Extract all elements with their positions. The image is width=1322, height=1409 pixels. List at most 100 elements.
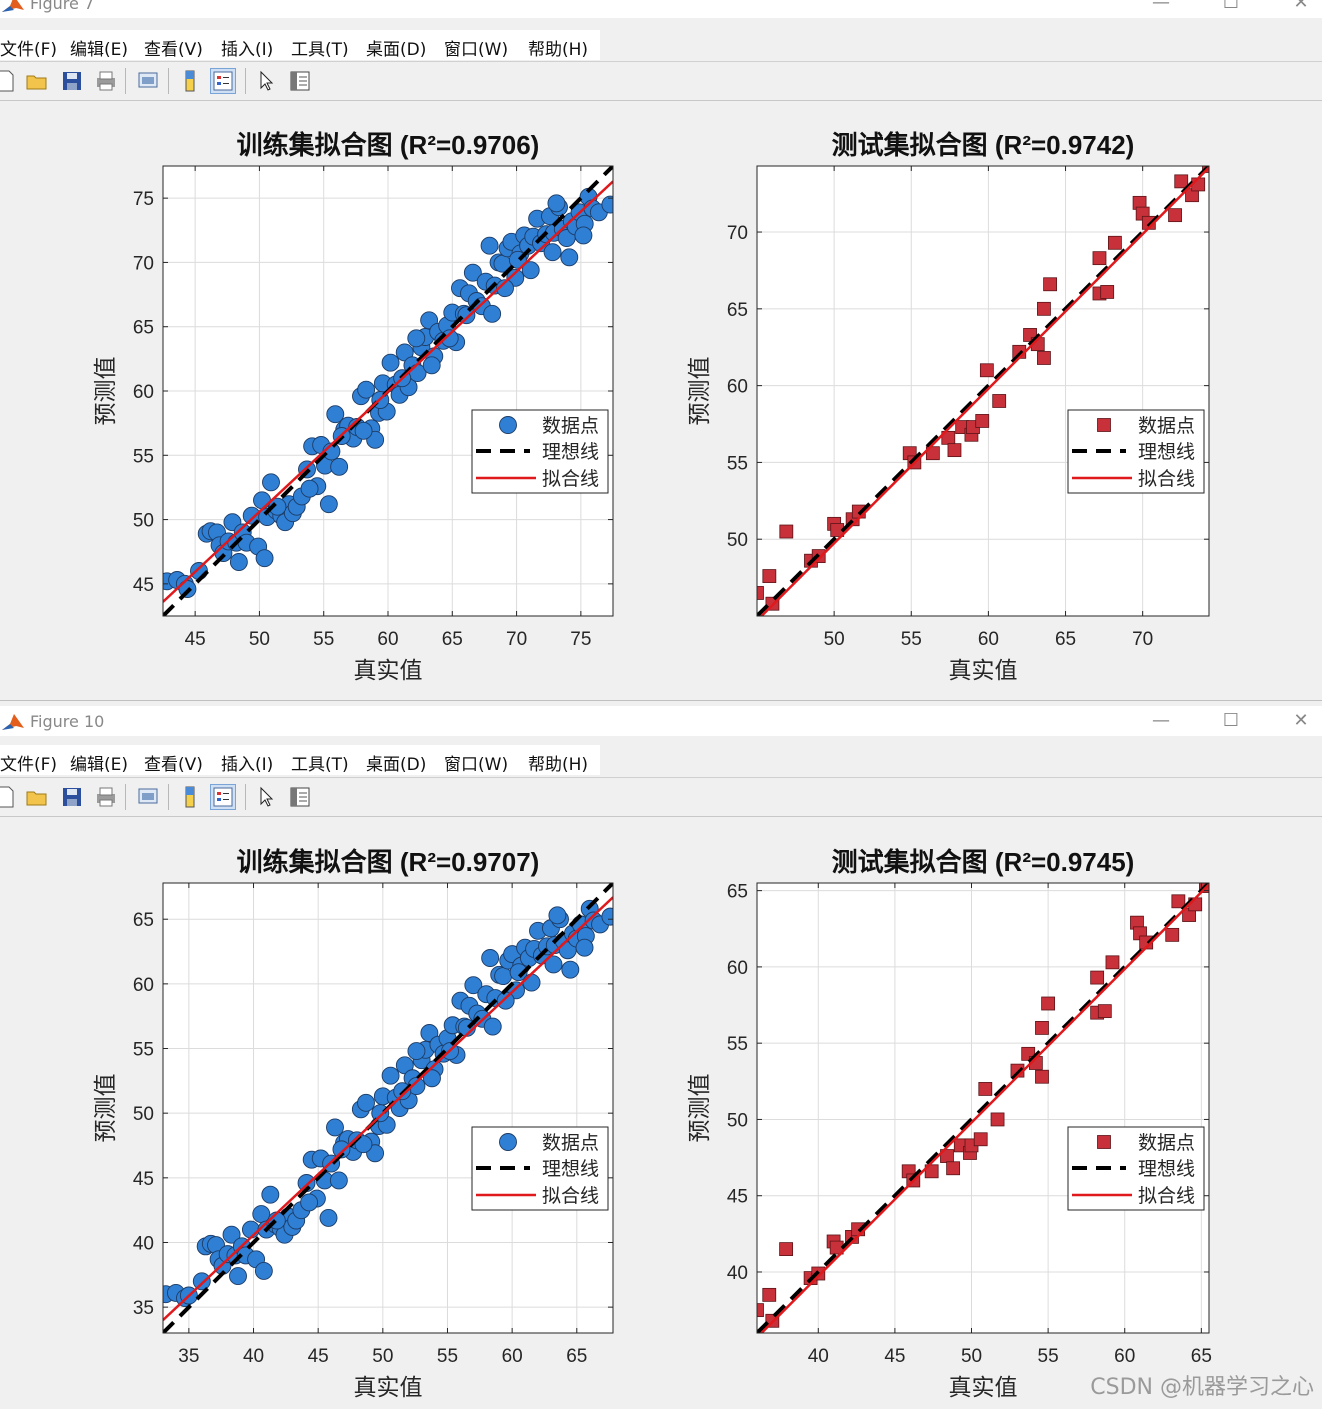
fit-line xyxy=(759,883,1209,1333)
menu-file[interactable]: 文件(F) xyxy=(0,755,58,775)
toolbar xyxy=(0,61,1322,101)
close-button[interactable]: ✕ xyxy=(1293,0,1309,13)
property-inspector-icon[interactable] xyxy=(288,69,312,93)
data-point xyxy=(779,524,794,539)
data-point xyxy=(483,304,502,323)
toolbar-separator xyxy=(245,68,246,94)
minimize-button[interactable]: — xyxy=(1152,710,1170,731)
menu-file[interactable]: 文件(F) xyxy=(0,40,58,60)
data-point xyxy=(1092,251,1107,266)
minimize-button[interactable]: — xyxy=(1152,0,1170,13)
data-point xyxy=(1107,235,1122,250)
legend-icon[interactable] xyxy=(210,784,236,810)
legend-marker-points xyxy=(499,1133,517,1151)
new-file-icon[interactable] xyxy=(0,785,18,809)
menu-insert[interactable]: 插入(I) xyxy=(221,755,274,775)
menu-insert[interactable]: 插入(I) xyxy=(221,40,274,60)
x-tick-label: 60 xyxy=(502,1346,523,1367)
data-point xyxy=(779,1242,794,1257)
fit-line xyxy=(759,166,1209,616)
menu-view[interactable]: 查看(V) xyxy=(144,40,203,60)
pointer-icon[interactable] xyxy=(255,69,279,93)
menu-view[interactable]: 查看(V) xyxy=(144,755,203,775)
menu-desktop[interactable]: 桌面(D) xyxy=(366,40,427,60)
data-point xyxy=(192,1272,211,1291)
y-tick-label: 60 xyxy=(133,382,154,403)
y-tick-label: 40 xyxy=(133,1233,154,1254)
x-tick-label: 45 xyxy=(308,1346,329,1367)
chart-axes-1: 50 55 60 65 70 50 55 60 65 70 测试集拟合图 (R²=0.9742) 真实… xyxy=(686,130,1210,683)
x-tick-label: 45 xyxy=(884,1346,905,1367)
menu-help[interactable]: 帮助(H) xyxy=(528,755,589,775)
y-tick-label: 55 xyxy=(133,1040,154,1061)
menu-edit[interactable]: 编辑(E) xyxy=(70,40,129,60)
menu-window[interactable]: 窗口(W) xyxy=(444,755,509,775)
data-point xyxy=(319,1208,338,1227)
menu-tools[interactable]: 工具(T) xyxy=(291,40,349,60)
maximize-button[interactable]: ☐ xyxy=(1222,710,1240,731)
open-folder-icon[interactable] xyxy=(25,785,49,809)
print-preview-icon[interactable] xyxy=(136,69,160,93)
chart-title: 测试集拟合图 (R²=0.9745) xyxy=(832,847,1135,877)
data-point xyxy=(561,960,580,979)
data-point xyxy=(1097,1004,1112,1019)
data-point xyxy=(480,236,499,255)
new-file-icon[interactable] xyxy=(0,69,18,93)
data-point xyxy=(992,394,1007,408)
x-tick-label: 45 xyxy=(185,629,206,650)
pointer-icon[interactable] xyxy=(255,785,279,809)
menu-desktop[interactable]: 桌面(D) xyxy=(366,755,427,775)
data-point xyxy=(973,1132,988,1147)
data-point xyxy=(496,279,514,298)
window-titlebar[interactable]: Figure 10 — ☐ ✕ xyxy=(0,706,1322,736)
legend-label-ideal: 理想线 xyxy=(542,441,599,463)
window-title: Figure 10 xyxy=(30,712,105,731)
colorbar-icon[interactable] xyxy=(178,69,202,93)
menu-edit[interactable]: 编辑(E) xyxy=(70,755,129,775)
data-layer xyxy=(163,883,613,1333)
window-titlebar[interactable]: Figure 7 — ☐ ✕ xyxy=(0,0,1322,18)
ideal-line xyxy=(757,166,1209,616)
print-preview-icon[interactable] xyxy=(136,785,160,809)
maximize-button[interactable]: ☐ xyxy=(1222,0,1240,13)
y-tick-label: 60 xyxy=(727,958,748,979)
y-tick-label: 50 xyxy=(727,1110,748,1131)
data-point xyxy=(979,363,994,378)
ideal-line xyxy=(757,883,1209,1333)
close-button[interactable]: ✕ xyxy=(1293,710,1309,731)
menu-help[interactable]: 帮助(H) xyxy=(528,40,589,60)
data-point xyxy=(1105,955,1120,970)
toolbar-separator xyxy=(168,784,169,810)
x-axis-label: 真实值 xyxy=(354,1374,423,1400)
legend-icon[interactable] xyxy=(210,68,236,94)
print-icon[interactable] xyxy=(94,69,118,93)
open-folder-icon[interactable] xyxy=(25,69,49,93)
x-tick-label: 55 xyxy=(901,629,922,650)
data-point xyxy=(1100,285,1115,299)
data-point xyxy=(978,1082,993,1096)
figure-canvas: 45 50 55 60 65 70 75 45 50 55 60 65 70 75 训练集拟合图 (R²=0… xyxy=(92,130,1210,683)
data-point xyxy=(357,1093,375,1112)
data-point xyxy=(762,1287,777,1302)
property-inspector-icon[interactable] xyxy=(288,785,312,809)
data-point xyxy=(925,446,940,461)
toolbar-separator xyxy=(168,68,169,94)
colorbar-icon[interactable] xyxy=(178,785,202,809)
legend-marker-points xyxy=(1097,1135,1111,1149)
y-tick-label: 35 xyxy=(133,1298,154,1319)
print-icon[interactable] xyxy=(94,785,118,809)
chart-title: 测试集拟合图 (R²=0.9742) xyxy=(832,130,1135,160)
legend-label-fit: 拟合线 xyxy=(542,1185,599,1207)
menu-window[interactable]: 窗口(W) xyxy=(444,40,509,60)
menu-tools[interactable]: 工具(T) xyxy=(291,755,349,775)
data-point xyxy=(946,1161,961,1176)
watermark-text: CSDN @机器学习之心 xyxy=(1090,1375,1314,1400)
chart-title: 训练集拟合图 (R²=0.9706) xyxy=(237,130,540,160)
save-icon[interactable] xyxy=(60,785,84,809)
save-icon[interactable] xyxy=(60,69,84,93)
data-point xyxy=(255,549,274,568)
